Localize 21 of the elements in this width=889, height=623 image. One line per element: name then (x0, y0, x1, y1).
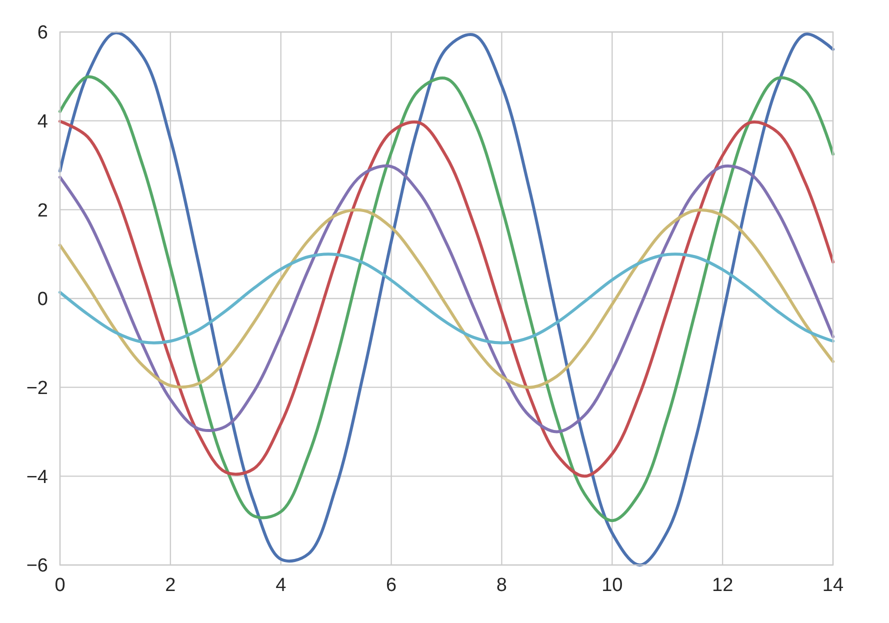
x-tick-label: 12 (712, 575, 734, 596)
x-tick-label: 2 (165, 575, 176, 596)
y-tick-label: 4 (37, 111, 48, 132)
line-series (58, 31, 834, 566)
x-tick-label: 14 (822, 575, 844, 596)
x-tick-label: 0 (54, 575, 66, 596)
y-tick-label: −4 (26, 466, 48, 488)
x-tick-label: 10 (602, 575, 623, 596)
line-series (58, 75, 834, 522)
line-series (58, 208, 834, 389)
line-series (58, 252, 834, 344)
line-series (58, 164, 834, 434)
y-tick-label: 6 (37, 22, 48, 44)
y-tick-label: −2 (26, 378, 48, 399)
x-tick-label: 4 (276, 575, 287, 596)
line-series (58, 120, 834, 478)
y-tick-label: 0 (37, 289, 48, 310)
x-tick-label: 8 (496, 575, 508, 596)
x-tick-label: 6 (386, 575, 397, 596)
y-tick-label: −6 (26, 556, 48, 577)
y-tick-label: 2 (37, 200, 48, 222)
